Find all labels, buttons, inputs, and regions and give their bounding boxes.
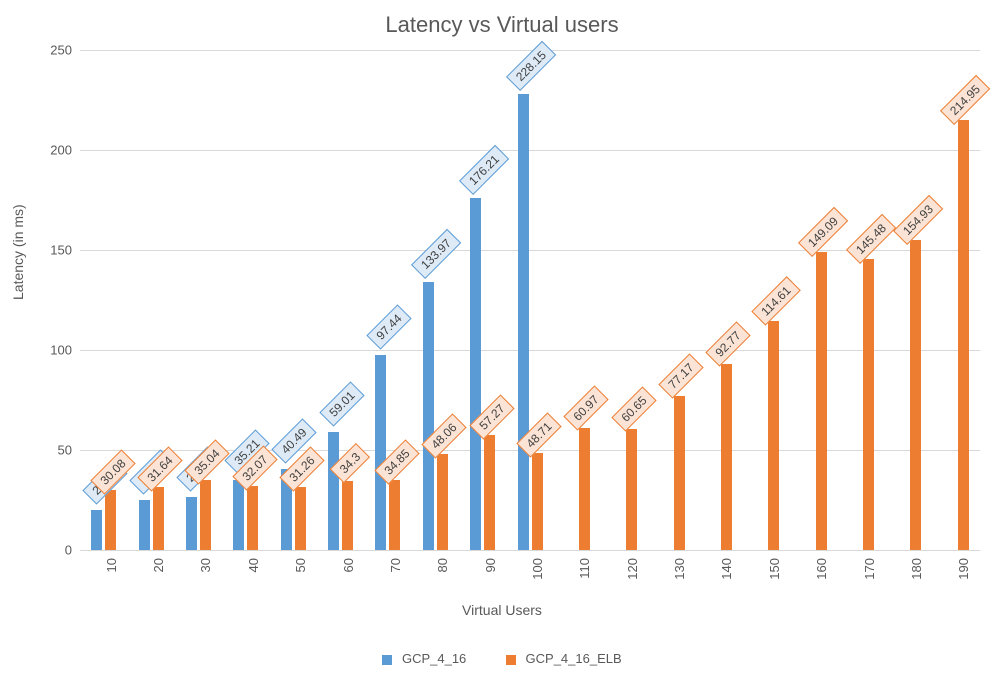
legend-swatch-series2 <box>506 655 516 665</box>
legend-label-series1: GCP_4_16 <box>402 651 466 666</box>
y-tick-label: 200 <box>32 143 72 158</box>
chart-container: Latency vs Virtual users Latency (in ms)… <box>0 0 1004 678</box>
data-label: 97.44 <box>366 304 411 349</box>
data-label: 214.95 <box>940 75 990 125</box>
bar-GCP_4_16_ELB-100 <box>532 453 543 550</box>
bar-GCP_4_16-30 <box>186 497 197 550</box>
gridline <box>80 350 980 351</box>
y-axis-label: Latency (in ms) <box>10 204 26 300</box>
y-tick-label: 0 <box>32 543 72 558</box>
bar-GCP_4_16_ELB-50 <box>295 487 306 550</box>
x-tick-label: 50 <box>293 558 308 572</box>
legend-item-series2: GCP_4_16_ELB <box>506 651 622 666</box>
bar-GCP_4_16_ELB-170 <box>863 259 874 550</box>
data-label: 114.61 <box>751 276 800 325</box>
bar-GCP_4_16_ELB-150 <box>768 321 779 550</box>
bar-GCP_4_16_ELB-10 <box>105 490 116 550</box>
data-label: 77.17 <box>658 353 703 398</box>
x-tick-label: 100 <box>530 558 545 580</box>
bar-GCP_4_16_ELB-120 <box>626 429 637 550</box>
data-label: 133.97 <box>411 229 461 279</box>
bar-GCP_4_16-100 <box>518 94 529 550</box>
data-label: 59.01 <box>319 381 364 426</box>
gridline <box>80 50 980 51</box>
gridline <box>80 250 980 251</box>
bar-GCP_4_16-60 <box>328 432 339 550</box>
y-tick-label: 100 <box>32 343 72 358</box>
bar-GCP_4_16_ELB-30 <box>200 480 211 550</box>
x-tick-label: 60 <box>341 558 356 572</box>
x-tick-label: 160 <box>814 558 829 580</box>
x-tick-label: 80 <box>435 558 450 572</box>
bar-GCP_4_16-10 <box>91 510 102 550</box>
x-tick-label: 90 <box>483 558 498 572</box>
x-tick-label: 20 <box>151 558 166 572</box>
bar-GCP_4_16_ELB-110 <box>579 428 590 550</box>
bar-GCP_4_16_ELB-140 <box>721 364 732 550</box>
y-tick-label: 250 <box>32 43 72 58</box>
x-tick-label: 70 <box>388 558 403 572</box>
data-label: 228.15 <box>506 41 556 91</box>
x-tick-label: 150 <box>767 558 782 580</box>
data-label: 31.64 <box>137 446 182 491</box>
bar-GCP_4_16-80 <box>423 282 434 550</box>
data-label: 176.21 <box>459 145 509 195</box>
plot-area: 0501001502002501020304050607080901001101… <box>80 50 980 550</box>
x-tick-label: 140 <box>719 558 734 580</box>
data-label: 92.77 <box>706 322 751 367</box>
data-label: 60.97 <box>564 385 609 430</box>
x-tick-label: 40 <box>246 558 261 572</box>
bar-GCP_4_16_ELB-70 <box>389 480 400 550</box>
bar-GCP_4_16_ELB-130 <box>674 396 685 550</box>
y-tick-label: 50 <box>32 443 72 458</box>
bar-GCP_4_16_ELB-180 <box>910 240 921 550</box>
data-label: 60.65 <box>611 386 656 431</box>
legend: GCP_4_16 GCP_4_16_ELB <box>0 651 1004 666</box>
x-tick-label: 110 <box>577 558 592 579</box>
bar-GCP_4_16-70 <box>375 355 386 550</box>
legend-swatch-series1 <box>382 655 392 665</box>
bar-GCP_4_16_ELB-160 <box>816 252 827 550</box>
x-tick-label: 170 <box>862 558 877 580</box>
x-tick-label: 10 <box>104 558 119 572</box>
bar-GCP_4_16_ELB-40 <box>247 486 258 550</box>
bar-GCP_4_16_ELB-90 <box>484 435 495 550</box>
data-label: 154.93 <box>893 195 943 245</box>
x-tick-label: 180 <box>909 558 924 580</box>
x-tick-label: 120 <box>625 558 640 580</box>
x-tick-label: 130 <box>672 558 687 580</box>
bar-GCP_4_16_ELB-60 <box>342 481 353 550</box>
data-label: 35.04 <box>185 439 230 484</box>
x-tick-label: 190 <box>956 558 971 580</box>
gridline <box>80 150 980 151</box>
chart-title: Latency vs Virtual users <box>0 12 1004 38</box>
bar-GCP_4_16_ELB-20 <box>153 487 164 550</box>
data-label: 145.48 <box>846 214 896 264</box>
bar-GCP_4_16_ELB-80 <box>437 454 448 550</box>
x-tick-label: 30 <box>198 558 213 572</box>
x-axis-label: Virtual Users <box>0 602 1004 618</box>
bar-GCP_4_16-90 <box>470 198 481 550</box>
bar-GCP_4_16-20 <box>139 500 150 550</box>
bar-GCP_4_16-40 <box>233 480 244 550</box>
y-tick-label: 150 <box>32 243 72 258</box>
bar-GCP_4_16_ELB-190 <box>958 120 969 550</box>
legend-item-series1: GCP_4_16 <box>382 651 466 666</box>
legend-label-series2: GCP_4_16_ELB <box>526 651 622 666</box>
gridline <box>80 550 980 551</box>
